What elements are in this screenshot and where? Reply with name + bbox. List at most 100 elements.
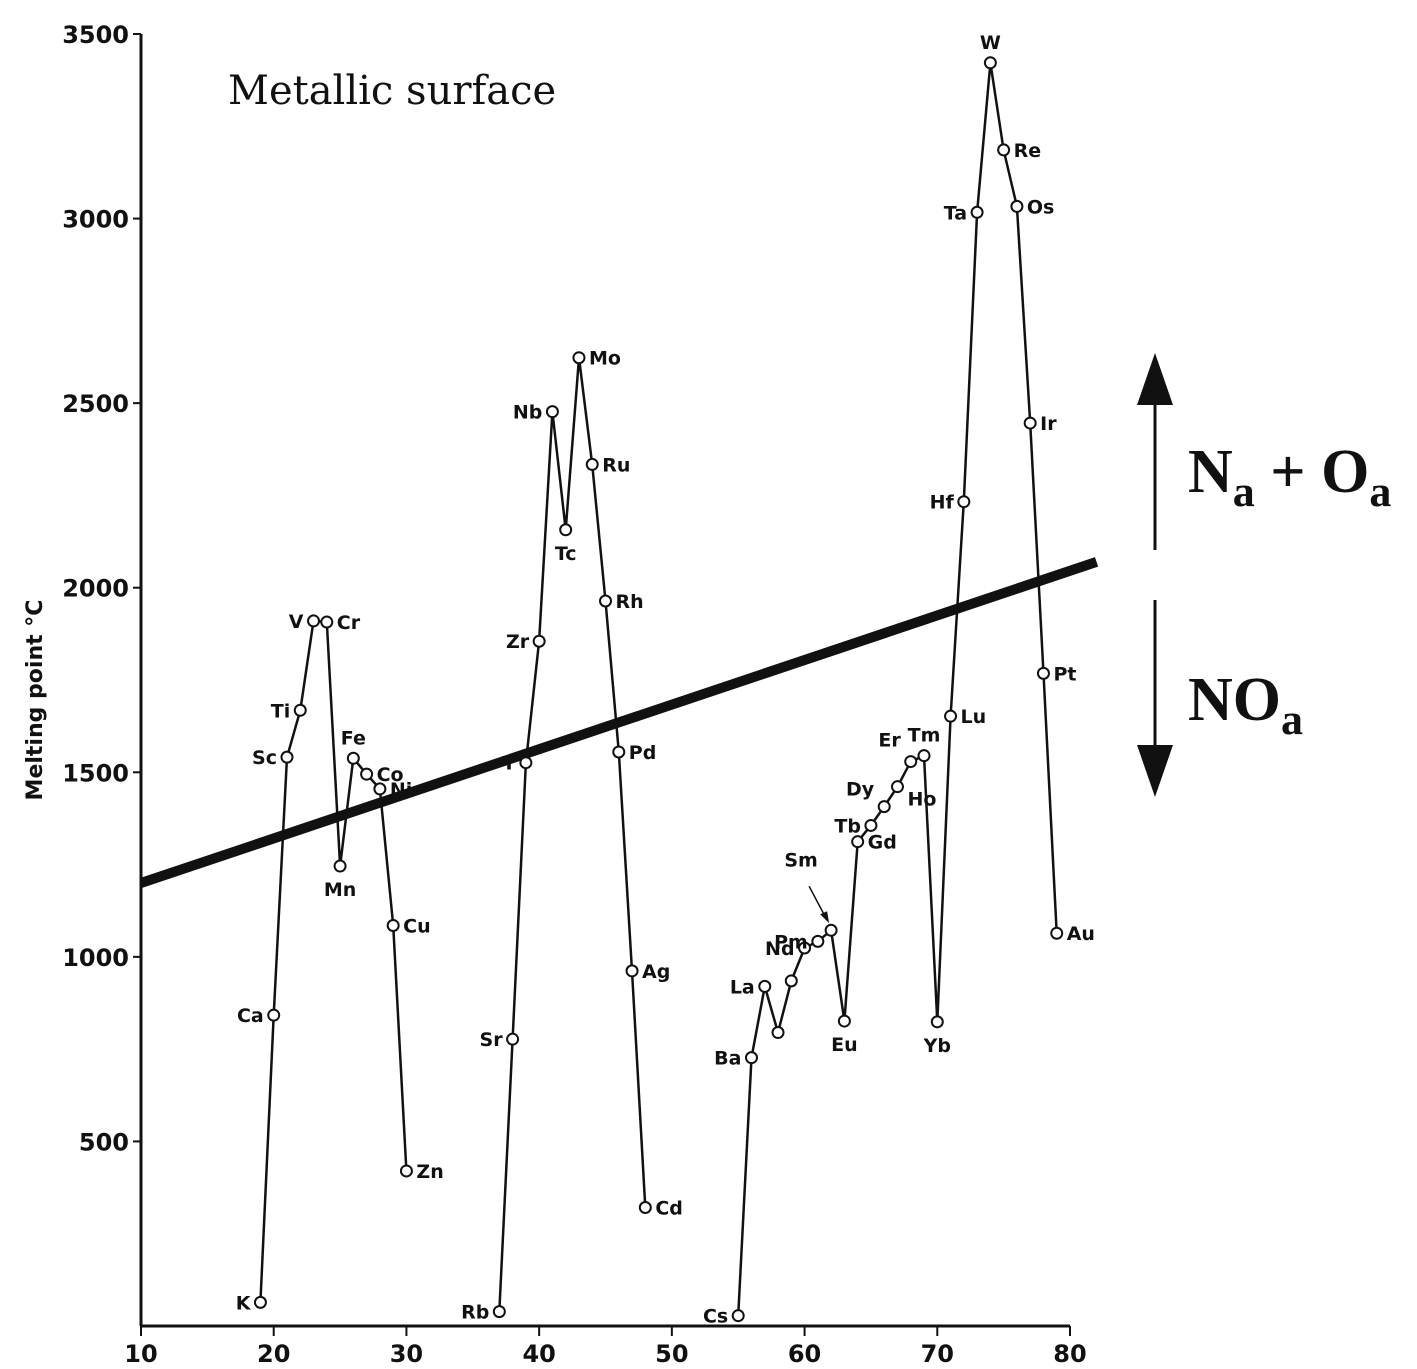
point-label-Tm: Tm (908, 725, 941, 747)
point-label-Pd: Pd (629, 742, 657, 764)
data-point-Nd (798, 941, 812, 955)
arrow-up-icon (1137, 353, 1173, 405)
point-label-Ag: Ag (642, 961, 670, 983)
point-label-Co: Co (377, 764, 404, 786)
point-label-Cu: Cu (403, 915, 430, 937)
upper-region-sub2: a (1369, 467, 1391, 516)
data-point-Cs (731, 1309, 745, 1323)
point-label-Ir: Ir (1040, 413, 1057, 435)
y-tick-label: 3500 (62, 21, 129, 49)
upper-region-sub1: a (1233, 467, 1255, 516)
point-label-W: W (980, 32, 1001, 54)
data-point-Dy (877, 800, 891, 814)
point-label-Hf: Hf (930, 492, 955, 514)
data-point-Ho (890, 780, 904, 794)
sm-leader-arrow-icon (820, 911, 830, 924)
point-label-Ru: Ru (602, 454, 630, 476)
point-label-Mo: Mo (589, 348, 621, 370)
region-arrows (1137, 353, 1173, 797)
data-point-Pd (612, 745, 626, 759)
chart-title: Metallic surface (228, 68, 556, 114)
point-label-Sr: Sr (480, 1029, 504, 1051)
point-label-Nb: Nb (513, 402, 543, 424)
data-point-Ce (771, 1026, 785, 1040)
data-point-Re (997, 143, 1011, 157)
data-point-Zn (399, 1164, 413, 1178)
point-label-Lu: Lu (961, 706, 987, 728)
data-point-Pt (1036, 666, 1050, 680)
x-tick-label: 10 (124, 1340, 157, 1368)
series-line-3 (736, 61, 1058, 1316)
point-label-Ni: Ni (390, 779, 412, 801)
data-point-Tm (917, 749, 931, 763)
data-point-Er (904, 755, 918, 769)
data-point-Pr (784, 974, 798, 988)
data-point-Hf (957, 495, 971, 509)
point-label-K: K (236, 1292, 252, 1314)
x-tick-label: 60 (788, 1340, 821, 1368)
point-label-Pt: Pt (1053, 663, 1076, 685)
point-label-Ba: Ba (714, 1048, 741, 1070)
lower-region-main: NO (1188, 666, 1281, 734)
y-tick-label: 2500 (62, 390, 129, 418)
data-point-Rh (599, 594, 612, 608)
data-point-Ag (625, 964, 639, 978)
series-layer (259, 61, 1058, 1316)
data-point-Nb (545, 405, 559, 419)
data-point-Sm (824, 923, 838, 937)
point-label-Pm: Pm (774, 931, 808, 953)
lower-region-label: NOa (1188, 666, 1303, 744)
point-label-Sm: Sm (784, 849, 817, 871)
data-point-Sc (280, 750, 294, 764)
boundary-layer (139, 557, 1099, 888)
data-point-Au (1050, 926, 1064, 940)
data-point-V (307, 614, 321, 628)
data-point-Pm (811, 934, 825, 948)
y-tick-label: 1500 (62, 759, 129, 787)
point-label-Tb: Tb (834, 815, 861, 837)
point-label-Sc: Sc (252, 747, 277, 769)
axes: 10 20 30 40 50 60 70 80 500 1000 1500 2000 2500 3000 3… (62, 21, 1087, 1368)
data-point-Y (519, 756, 533, 770)
upper-region-main: N (1188, 438, 1233, 506)
data-point-Lu (944, 709, 958, 723)
data-point-Os (1010, 199, 1024, 213)
point-label-Rb: Rb (461, 1302, 489, 1324)
point-label-Dy: Dy (846, 779, 875, 801)
point-label-La: La (730, 976, 755, 998)
data-point-K (253, 1295, 267, 1309)
data-point-W (983, 56, 997, 70)
data-point-Sr (506, 1032, 520, 1046)
data-point-Ta (970, 205, 984, 219)
data-point-Ca (267, 1008, 281, 1022)
x-tick-label: 70 (921, 1340, 954, 1368)
point-label-Zr: Zr (506, 631, 530, 653)
point-label-Eu: Eu (831, 1034, 858, 1056)
series-line-1 (259, 619, 408, 1303)
point-label-Ta: Ta (944, 202, 967, 224)
data-point-Gd (851, 835, 865, 849)
point-label-Rh: Rh (616, 591, 644, 613)
point-label-Nd: Nd (765, 938, 795, 960)
lower-region-sub: a (1281, 695, 1303, 744)
point-label-Ca: Ca (237, 1005, 264, 1027)
data-point-Ru (585, 457, 599, 471)
x-tick-label: 80 (1053, 1340, 1086, 1368)
data-point-Zr (532, 634, 546, 648)
data-point-Eu (837, 1014, 851, 1028)
point-label-V: V (289, 611, 304, 633)
arrow-down-icon (1137, 745, 1173, 797)
data-point-Ni (373, 782, 387, 796)
data-point-Rb (492, 1305, 506, 1319)
y-tick-label: 500 (79, 1128, 129, 1156)
point-label-Os: Os (1027, 196, 1054, 218)
y-tick-label: 3000 (62, 206, 129, 234)
y-axis-label: Melting point °C (23, 600, 48, 801)
point-label-Mn: Mn (324, 879, 356, 901)
data-point-Ti (293, 703, 307, 717)
data-point-Co (360, 767, 374, 781)
point-label-Gd: Gd (868, 832, 897, 854)
x-tick-label: 50 (655, 1340, 688, 1368)
